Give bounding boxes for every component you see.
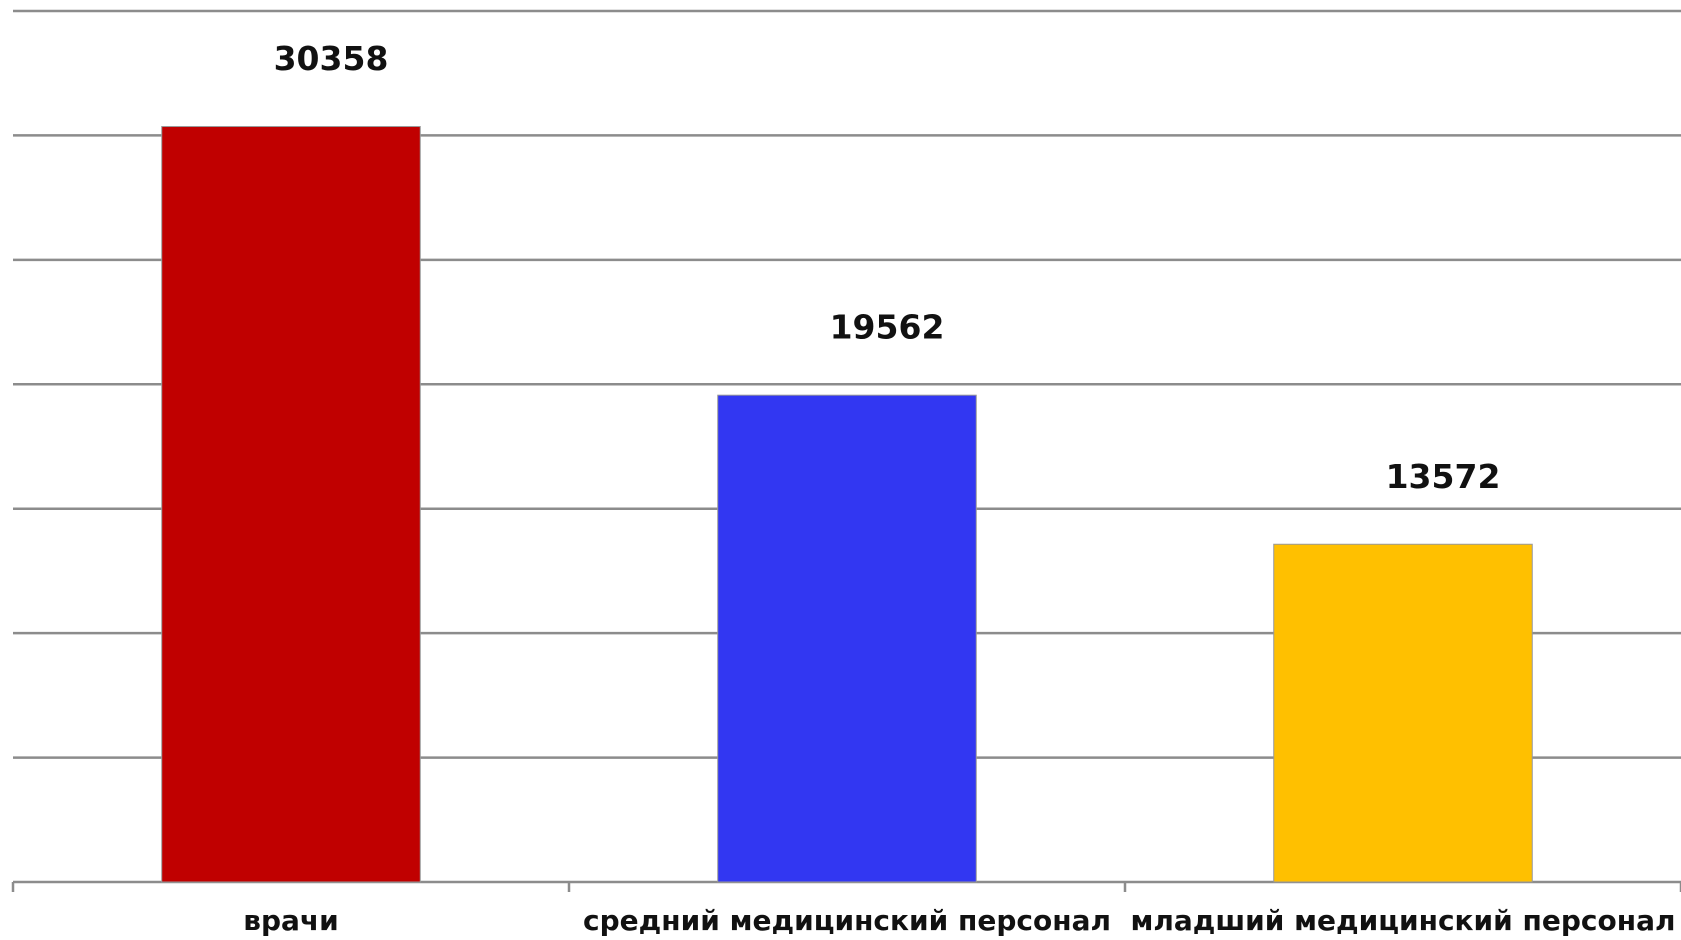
x-tick-label: младший медицинский персонал xyxy=(1130,904,1675,937)
x-tick-label: средний медицинский персонал xyxy=(583,904,1111,937)
bar xyxy=(717,394,977,883)
bar xyxy=(1273,543,1533,883)
value-label: 13572 xyxy=(1386,457,1501,496)
value-label: 19562 xyxy=(830,308,945,347)
x-tick-label: врачи xyxy=(243,904,339,937)
value-label: 30358 xyxy=(274,39,389,78)
bar xyxy=(161,126,421,883)
